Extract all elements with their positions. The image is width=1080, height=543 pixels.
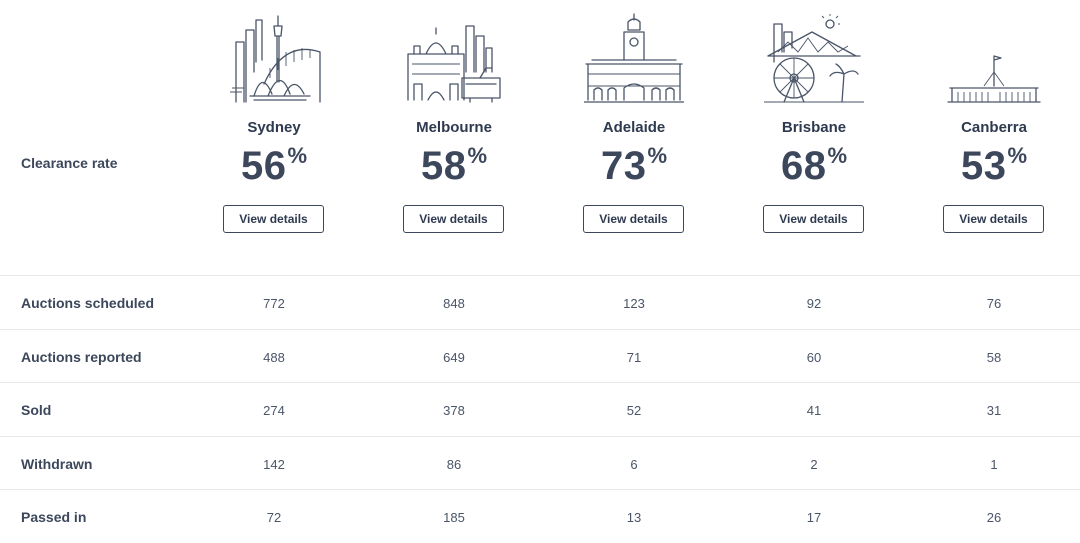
clearance-rate-label: Clearance rate: [21, 155, 118, 171]
clearance-header: Clearance rate Sydney 56% View details: [21, 0, 1080, 275]
table-row-withdrawn: Withdrawn 142 86 6 2 1: [0, 435, 1080, 490]
adelaide-skyline-icon: [584, 12, 684, 104]
row-label: Sold: [21, 402, 52, 419]
city-column-adelaide: Adelaide 73% View details: [544, 0, 724, 275]
table-cell: 41: [806, 403, 822, 419]
table-cell: 58: [986, 349, 1002, 365]
table-row-auctions-scheduled: Auctions scheduled 772 848 123 92 76: [0, 275, 1080, 329]
row-label: Withdrawn: [21, 455, 93, 472]
table-cell: 772: [263, 296, 285, 311]
table-cell: 378: [443, 403, 465, 419]
table-cell: 71: [626, 349, 642, 365]
table-cell: 2: [810, 456, 818, 472]
table-row-passed-in: Passed in 72 185 13 17 26: [0, 489, 1080, 543]
brisbane-skyline-icon: [764, 12, 864, 104]
table-cell: 76: [986, 296, 1002, 311]
clearance-rate-value: 53%: [960, 143, 1028, 188]
city-name: Brisbane: [781, 119, 847, 136]
table-cell: 649: [443, 349, 465, 365]
table-cell: 86: [446, 456, 462, 472]
clearance-rate-value: 58%: [420, 143, 488, 188]
view-details-button-canberra[interactable]: View details: [943, 205, 1044, 233]
city-column-melbourne: Melbourne 58% View details: [364, 0, 544, 275]
table-cell: 31: [986, 403, 1002, 419]
table-cell: 142: [263, 456, 285, 472]
canberra-skyline-icon: [944, 12, 1044, 104]
city-column-canberra: Canberra 53% View details: [904, 0, 1080, 275]
clearance-rate-value: 73%: [600, 143, 668, 188]
city-column-brisbane: Brisbane 68% View details: [724, 0, 904, 275]
table-row-auctions-reported: Auctions reported 488 649 71 60 58: [0, 328, 1080, 383]
row-label: Auctions reported: [21, 348, 142, 365]
table-cell: 848: [443, 296, 465, 311]
city-name: Sydney: [247, 119, 301, 136]
table-cell: 185: [443, 510, 465, 526]
table-cell: 92: [806, 296, 822, 311]
view-details-button-melbourne[interactable]: View details: [403, 205, 504, 233]
view-details-button-brisbane[interactable]: View details: [763, 205, 864, 233]
city-column-sydney: Sydney 56% View details: [184, 0, 364, 275]
row-label: Auctions scheduled: [21, 295, 155, 311]
city-name: Adelaide: [602, 119, 666, 136]
table-cell: 488: [263, 349, 285, 365]
clearance-rate-value: 68%: [780, 143, 848, 188]
table-cell: 123: [623, 296, 645, 311]
row-label: Passed in: [21, 509, 87, 526]
clearance-rate-value: 56%: [240, 143, 308, 188]
view-details-button-adelaide[interactable]: View details: [583, 205, 684, 233]
table-cell: 72: [266, 510, 282, 526]
table-row-sold: Sold 274 378 52 41 31: [0, 382, 1080, 436]
melbourne-skyline-icon: [404, 12, 504, 104]
table-cell: 52: [626, 403, 642, 419]
table-cell: 13: [626, 510, 642, 526]
table-cell: 17: [806, 510, 822, 526]
city-name: Melbourne: [416, 119, 492, 136]
table-cell: 6: [630, 456, 638, 472]
city-name: Canberra: [961, 119, 1027, 136]
view-details-button-sydney[interactable]: View details: [223, 205, 324, 233]
table-cell: 274: [263, 403, 285, 419]
table-cell: 1: [990, 456, 998, 472]
table-cell: 26: [986, 510, 1002, 526]
table-cell: 60: [806, 349, 822, 365]
sydney-skyline-icon: [224, 12, 324, 104]
auction-results-table: Auctions scheduled 772 848 123 92 76 Auc…: [0, 275, 1080, 543]
